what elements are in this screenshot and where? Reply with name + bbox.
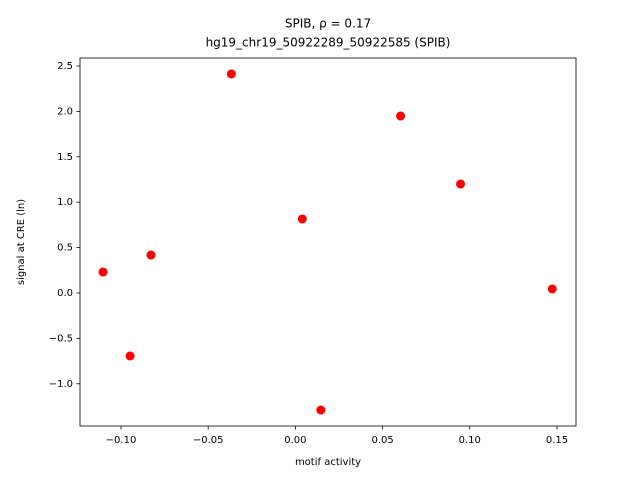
point — [316, 405, 326, 415]
y-tick-label: 1.0 — [57, 197, 73, 208]
point — [396, 111, 406, 121]
point — [98, 267, 108, 277]
y-tick-label: −1.0 — [49, 379, 73, 390]
point — [146, 250, 156, 260]
chart-subtitle: hg19_chr19_50922289_50922585 (SPIB) — [206, 36, 451, 50]
y-tick-label: 0.0 — [57, 288, 73, 299]
point — [226, 69, 236, 79]
y-axis-label: signal at CRE (ln) — [16, 199, 27, 285]
y-tick-label: 0.5 — [57, 243, 73, 254]
point — [547, 284, 557, 294]
plot-frame — [79, 57, 577, 427]
x-axis-label: motif activity — [295, 457, 361, 468]
y-tick-label: 1.5 — [57, 152, 73, 163]
x-tick-label: 0.10 — [459, 435, 481, 446]
y-tick-label: 2.5 — [57, 61, 73, 72]
x-tick-label: 0.15 — [546, 435, 568, 446]
y-tick-label: −0.5 — [49, 333, 73, 344]
y-tick-label: 2.0 — [57, 106, 73, 117]
point — [125, 351, 135, 361]
x-tick-label: −0.05 — [193, 435, 224, 446]
point — [456, 179, 466, 189]
x-tick-label: −0.10 — [106, 435, 137, 446]
chart-title: SPIB, ρ = 0.17 — [285, 17, 371, 31]
x-tick-label: 0.00 — [284, 435, 306, 446]
point — [297, 214, 307, 224]
x-tick-label: 0.05 — [371, 435, 393, 446]
